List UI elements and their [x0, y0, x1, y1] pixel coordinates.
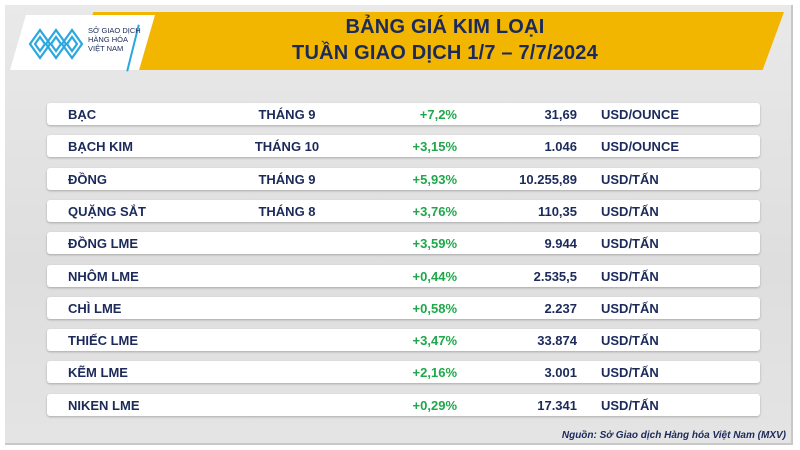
change-percent: +0,58%: [412, 300, 457, 316]
price-unit: USD/TẤN: [601, 333, 659, 349]
metal-name: NIKEN LME: [68, 397, 140, 413]
price-unit: USD/TẤN: [601, 268, 659, 284]
price-value: 2.535,5: [533, 268, 577, 284]
table-row: ĐỒNG LME +3,59% 9.944 USD/TẤN: [47, 232, 760, 255]
metal-name: KẼM LME: [68, 365, 128, 381]
change-percent: +3,47%: [412, 333, 457, 349]
metal-name: NHÔM LME: [68, 268, 139, 284]
price-value: 9.944: [544, 236, 577, 252]
table-row: BẠC THÁNG 9 +7,2% 31,69 USD/OUNCE: [47, 103, 760, 125]
metal-name: CHÌ LME: [68, 300, 122, 316]
contract-month: THÁNG 10: [254, 139, 320, 155]
title-line-2: TUẦN GIAO DỊCH 1/7 – 7/7/2024: [292, 42, 598, 64]
price-value: 3.001: [544, 365, 577, 381]
logo-line-2: HÀNG HÓA: [88, 35, 129, 44]
change-percent: +3,59%: [412, 236, 457, 252]
price-unit: USD/TẤN: [601, 365, 659, 381]
metal-name: ĐỒNG: [68, 171, 107, 187]
price-value: 31,69: [544, 107, 577, 122]
change-percent: +3,15%: [412, 139, 457, 155]
metal-name: BẠC: [68, 107, 97, 122]
table-row: KẼM LME +2,16% 3.001 USD/TẤN: [47, 361, 760, 384]
price-value: 17.341: [537, 397, 577, 413]
contract-month: THÁNG 9: [258, 107, 316, 122]
logo-line-1: SỞ GIAO DỊCH: [88, 26, 141, 35]
table-row: NIKEN LME +0,29% 17.341 USD/TẤN: [47, 393, 760, 416]
table-row: BẠCH KIM THÁNG 10 +3,15% 1.046 USD/OUNCE: [47, 135, 760, 158]
table-row: THIẾC LME +3,47% 33.874 USD/TẤN: [47, 329, 760, 352]
price-value: 110,35: [537, 203, 577, 219]
logo-line-3: VIỆT NAM: [88, 44, 124, 53]
price-unit: USD/TẤN: [601, 397, 659, 413]
change-percent: +3,76%: [412, 203, 457, 219]
page-title: BẢNG GIÁ KIM LOẠI TUẦN GIAO DỊCH 1/7 – 7…: [150, 14, 740, 66]
source-note: Nguồn: Sở Giao dịch Hàng hóa Việt Nam (M…: [561, 430, 786, 441]
metal-name: BẠCH KIM: [68, 139, 133, 155]
change-percent: +0,44%: [412, 268, 457, 284]
logo-text: SỞ GIAO DỊCH HÀNG HÓA VIỆT NAM: [88, 26, 141, 53]
price-unit: USD/OUNCE: [601, 107, 680, 122]
price-unit: USD/TẤN: [601, 300, 659, 316]
title-line-1: BẢNG GIÁ KIM LOẠI: [345, 16, 545, 38]
contract-month: THÁNG 9: [258, 171, 316, 187]
price-unit: USD/TẤN: [601, 236, 659, 252]
price-unit: USD/TẤN: [601, 203, 659, 219]
metal-name: ĐỒNG LME: [68, 236, 139, 252]
mxv-logo-icon: [28, 28, 84, 60]
change-percent: +0,29%: [412, 397, 457, 413]
table-row: CHÌ LME +0,58% 2.237 USD/TẤN: [47, 296, 760, 319]
title-banner: [72, 12, 784, 70]
change-percent: +2,16%: [412, 365, 457, 381]
change-percent: +5,93%: [412, 171, 457, 187]
price-value: 2.237: [544, 300, 577, 316]
table-row: QUẶNG SẮT THÁNG 8 +3,76% 110,35 USD/TẤN: [47, 199, 760, 222]
change-percent: +7,2%: [419, 107, 457, 122]
price-value: 10.255,89: [519, 171, 577, 187]
table-row: NHÔM LME +0,44% 2.535,5 USD/TẤN: [47, 264, 760, 287]
price-value: 1.046: [544, 139, 577, 155]
price-value: 33.874: [537, 333, 577, 349]
metal-name: THIẾC LME: [68, 333, 139, 349]
price-unit: USD/OUNCE: [601, 139, 680, 155]
metal-name: QUẶNG SẮT: [68, 203, 146, 219]
contract-month: THÁNG 8: [258, 203, 316, 219]
price-unit: USD/TẤN: [601, 171, 659, 187]
table-row: ĐỒNG THÁNG 9 +5,93% 10.255,89 USD/TẤN: [47, 167, 760, 190]
